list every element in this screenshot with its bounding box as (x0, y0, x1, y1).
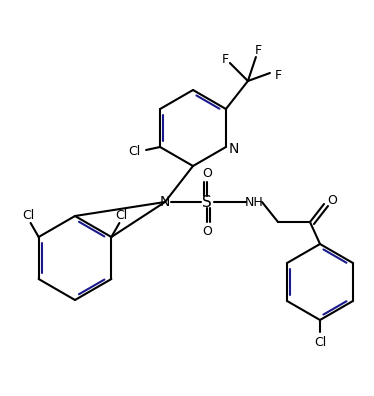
Text: N: N (160, 195, 170, 209)
Text: N: N (229, 142, 239, 156)
Text: F: F (254, 44, 261, 57)
Text: Cl: Cl (128, 145, 140, 158)
Text: S: S (202, 194, 212, 209)
Text: Cl: Cl (22, 209, 35, 221)
Text: Cl: Cl (314, 335, 326, 348)
Text: O: O (202, 225, 212, 238)
Text: Cl: Cl (115, 209, 128, 221)
Text: O: O (202, 166, 212, 179)
Text: F: F (221, 53, 229, 65)
Text: F: F (275, 69, 282, 82)
Text: O: O (327, 194, 337, 206)
Text: NH: NH (245, 196, 263, 209)
